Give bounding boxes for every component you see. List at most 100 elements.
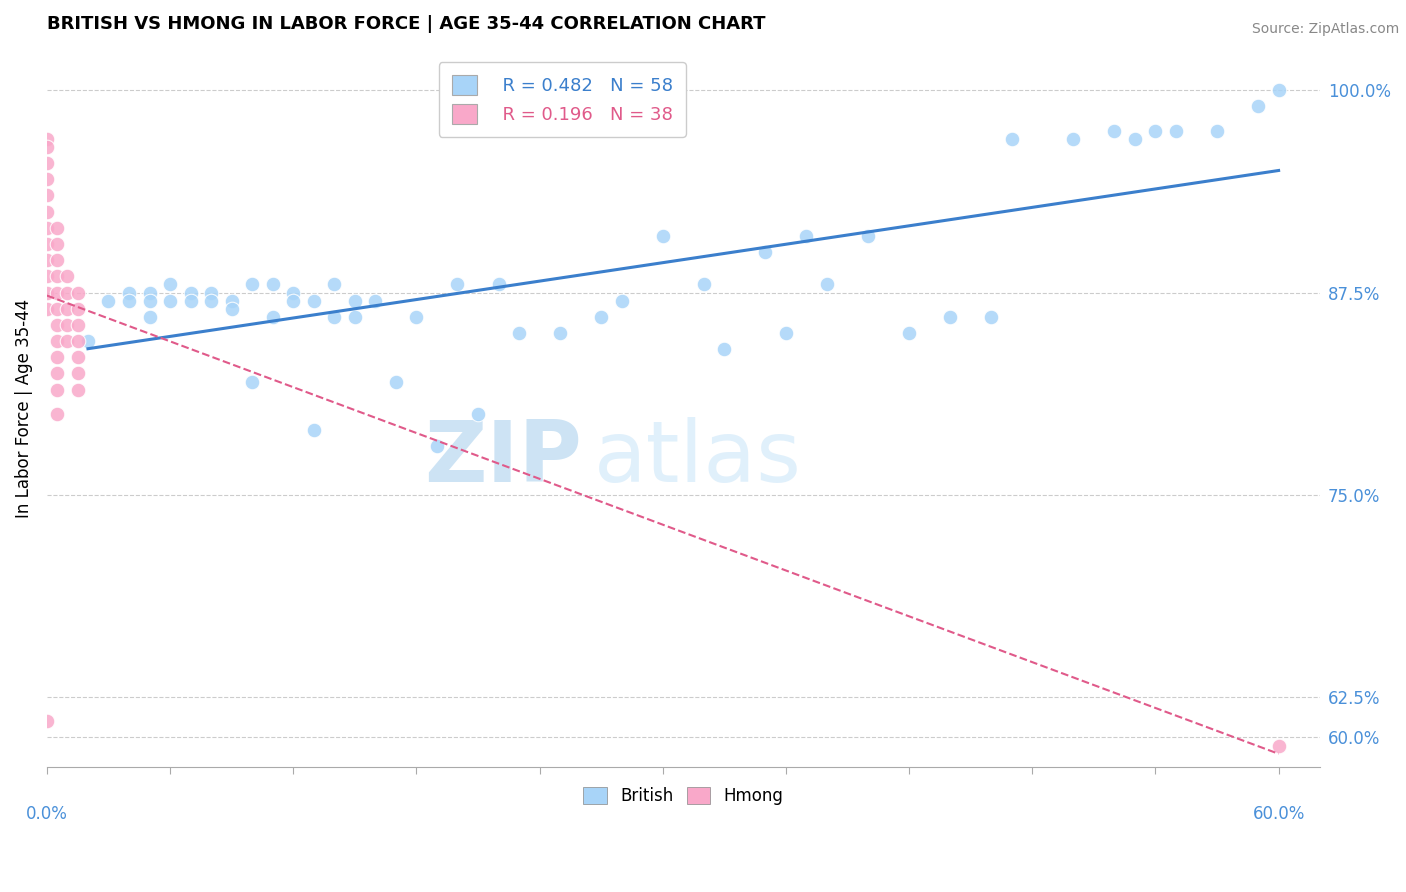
Point (221, 301, 243, 316)
Point (262, 310, 284, 324)
Point (35, 285, 58, 300)
Point (35, 132, 58, 146)
Point (35, 156, 58, 170)
Point (693, 277, 716, 292)
Point (46, 285, 69, 300)
Point (939, 310, 962, 324)
Point (385, 375, 408, 389)
Point (159, 277, 181, 292)
Point (1144, 124, 1167, 138)
Point (426, 439, 449, 453)
Text: BRITISH VS HMONG IN LABOR FORCE | AGE 35-44 CORRELATION CHART: BRITISH VS HMONG IN LABOR FORCE | AGE 35… (46, 15, 765, 33)
Point (66, 285, 89, 300)
Point (446, 277, 468, 292)
Point (651, 228, 673, 243)
Point (56, 318, 79, 332)
Text: Source: ZipAtlas.com: Source: ZipAtlas.com (1251, 22, 1399, 37)
Point (343, 293, 366, 308)
Point (405, 310, 427, 324)
Point (221, 293, 243, 308)
Point (1123, 132, 1146, 146)
Point (1206, 124, 1229, 138)
Point (66, 334, 89, 348)
Point (323, 310, 346, 324)
Point (46, 237, 69, 252)
Point (302, 423, 325, 437)
Point (77, 334, 100, 348)
Point (240, 277, 263, 292)
Point (66, 367, 89, 381)
Point (35, 301, 58, 316)
Point (46, 407, 69, 421)
Point (364, 293, 387, 308)
Point (180, 293, 202, 308)
Point (200, 293, 222, 308)
Point (66, 318, 89, 332)
Point (180, 285, 202, 300)
Point (56, 285, 79, 300)
Point (66, 301, 89, 316)
Point (591, 310, 613, 324)
Point (46, 253, 69, 268)
Point (97, 293, 120, 308)
Point (118, 293, 141, 308)
Point (467, 407, 489, 421)
Point (56, 334, 79, 348)
Point (283, 285, 305, 300)
Point (35, 714, 58, 729)
Point (46, 301, 69, 316)
Text: atlas: atlas (595, 417, 803, 500)
Y-axis label: In Labor Force | Age 35-44: In Labor Force | Age 35-44 (15, 299, 32, 517)
Point (1164, 124, 1187, 138)
Point (1247, 99, 1270, 113)
Point (775, 326, 797, 340)
Point (200, 285, 222, 300)
Point (508, 326, 530, 340)
Text: ZIP: ZIP (423, 417, 582, 500)
Point (488, 277, 510, 292)
Text: 0.0%: 0.0% (25, 805, 67, 823)
Point (138, 285, 160, 300)
Point (46, 334, 69, 348)
Point (35, 204, 58, 219)
Point (56, 269, 79, 284)
Point (118, 285, 141, 300)
Point (46, 269, 69, 284)
Text: 60.0%: 60.0% (1253, 805, 1305, 823)
Point (283, 293, 305, 308)
Point (302, 293, 325, 308)
Point (35, 188, 58, 202)
Point (240, 375, 263, 389)
Point (35, 140, 58, 154)
Point (66, 351, 89, 365)
Point (1267, 739, 1289, 753)
Point (35, 172, 58, 186)
Point (343, 310, 366, 324)
Point (980, 310, 1002, 324)
Point (815, 277, 838, 292)
Point (35, 237, 58, 252)
Point (35, 220, 58, 235)
Point (138, 293, 160, 308)
Point (46, 367, 69, 381)
Point (138, 310, 160, 324)
Point (56, 301, 79, 316)
Point (754, 245, 776, 260)
Point (262, 277, 284, 292)
Point (610, 293, 633, 308)
Point (713, 342, 735, 356)
Point (1062, 132, 1084, 146)
Point (46, 318, 69, 332)
Point (898, 326, 921, 340)
Point (35, 253, 58, 268)
Point (548, 326, 571, 340)
Point (1267, 83, 1289, 97)
Point (856, 228, 879, 243)
Point (46, 351, 69, 365)
Point (1001, 132, 1024, 146)
Point (66, 383, 89, 397)
Point (796, 228, 818, 243)
Point (46, 220, 69, 235)
Point (323, 277, 346, 292)
Legend: British, Hmong: British, Hmong (576, 780, 790, 812)
